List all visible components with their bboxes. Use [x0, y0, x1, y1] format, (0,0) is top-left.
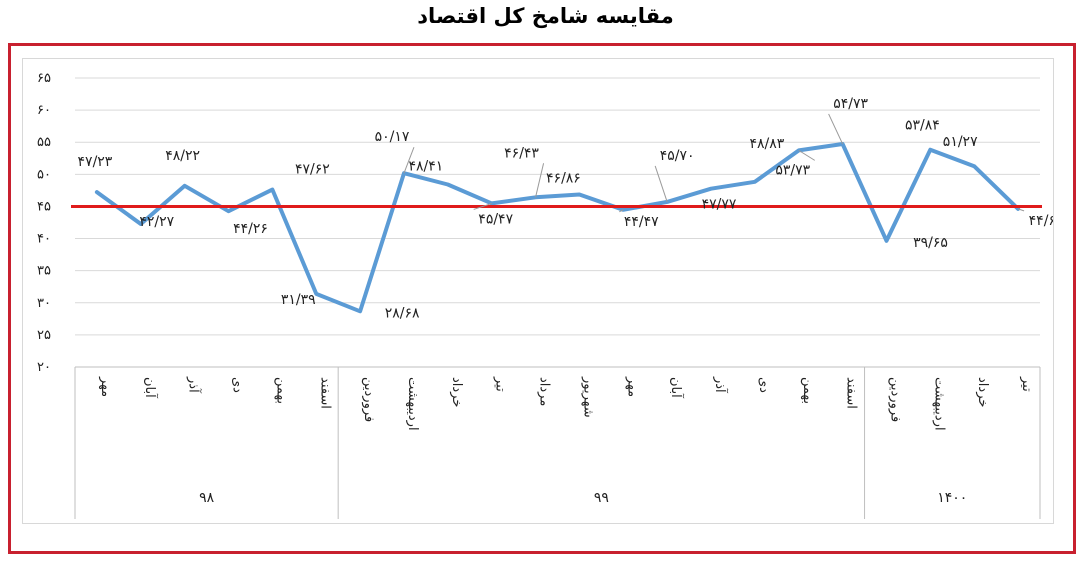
x-category-label: خرداد [975, 377, 990, 407]
data-label: ۴۵/۴۷ [478, 211, 513, 227]
x-category-label: اردیبهشت [405, 377, 420, 431]
y-tick-label: ۲۵ [37, 328, 51, 343]
x-category-label: دی [230, 377, 245, 393]
data-label-leader [619, 209, 624, 213]
y-tick-label: ۳۵ [37, 264, 51, 279]
y-tick-label: ۵۵ [37, 135, 51, 150]
data-label: ۴۶/۴۳ [504, 145, 539, 161]
x-category-label: بهمن [800, 377, 815, 404]
x-category-label: اسفند [844, 377, 859, 409]
data-label: ۴۴/۴۷ [624, 214, 659, 230]
y-tick-label: ۶۵ [37, 71, 51, 86]
x-category-label: آبان [668, 377, 685, 399]
y-tick-label: ۲۰ [37, 360, 51, 375]
x-group-label: ۹۸ [199, 490, 215, 506]
y-tick-label: ۴۵ [37, 199, 51, 214]
data-label-leader [403, 147, 415, 174]
data-label: ۴۸/۴۱ [408, 159, 443, 175]
series-line [94, 142, 1021, 314]
chart-area: ۲۰ ۲۵ ۳۰ ۳۵ ۴۰ ۴۵ ۵۰ ۵۵ ۶۰ ۶۵ مهر آبان آذر دی بهمن اسفن… [22, 58, 1054, 524]
y-tick-label: ۳۰ [37, 296, 51, 311]
data-label-leader [1017, 208, 1025, 212]
data-label-leader [473, 202, 492, 210]
data-label-leader [654, 165, 668, 203]
line-chart: ۲۰ ۲۵ ۳۰ ۳۵ ۴۰ ۴۵ ۵۰ ۵۵ ۶۰ ۶۵ مهر آبان آذر دی بهمن اسفن… [37, 71, 1053, 519]
x-category-label: خرداد [449, 377, 464, 407]
y-tick-label: ۶۰ [37, 103, 51, 118]
x-category-label: اردیبهشت [931, 377, 946, 431]
x-category-label: شهریور [580, 376, 595, 418]
data-label-leader [828, 113, 844, 145]
chart-frame [8, 43, 1076, 554]
data-label: ۵۳/۸۴ [905, 118, 940, 134]
x-category-label: فروردین [887, 377, 902, 422]
data-label: ۴۵/۷۰ [660, 148, 695, 164]
x-group-label: ۱۴۰۰ [937, 490, 967, 506]
y-tick-label: ۵۰ [37, 167, 51, 182]
data-label-leader [535, 163, 545, 198]
data-label: ۴۲/۲۷ [139, 214, 174, 230]
chart-title: مقایسه شامخ کل اقتصاد [417, 4, 674, 28]
data-label: ۴۴/۶۲ [1029, 213, 1053, 229]
x-category-label: مهر [624, 376, 639, 397]
data-label: ۴۶/۸۶ [546, 170, 581, 186]
data-label: ۴۷/۶۲ [295, 162, 330, 178]
data-label: ۲۸/۶۸ [385, 305, 420, 321]
x-category-label: تیر [493, 376, 508, 392]
x-category-label: اسفند [317, 377, 332, 409]
data-label: ۴۸/۲۲ [165, 148, 200, 164]
data-label: ۵۴/۷۳ [833, 96, 868, 112]
x-category-label: بهمن [273, 377, 288, 404]
data-label: ۴۴/۲۶ [233, 221, 268, 237]
x-category-label: فروردین [361, 377, 376, 422]
x-category-label: مهر [98, 376, 113, 397]
x-category-label: آذر [186, 376, 203, 394]
x-category-label: آبان [142, 377, 159, 399]
x-category-label: آذر [712, 376, 729, 394]
x-category-label: مرداد [537, 377, 552, 406]
data-label: ۴۷/۷۷ [702, 197, 737, 213]
data-label: ۳۹/۶۵ [913, 235, 948, 251]
x-category-label: تیر [1019, 376, 1034, 392]
y-tick-label: ۴۰ [37, 232, 51, 247]
data-label: ۴۷/۲۳ [78, 154, 113, 170]
data-label: ۵۱/۲۷ [943, 134, 978, 150]
x-group-label: ۹۹ [594, 490, 609, 506]
data-label-leader [798, 149, 816, 161]
x-category-label: دی [756, 377, 771, 393]
data-label: ۵۰/۱۷ [375, 129, 410, 145]
data-label: ۵۳/۷۳ [775, 162, 810, 178]
data-label: ۳۱/۳۹ [281, 292, 316, 308]
data-label: ۴۸/۸۳ [749, 136, 784, 152]
